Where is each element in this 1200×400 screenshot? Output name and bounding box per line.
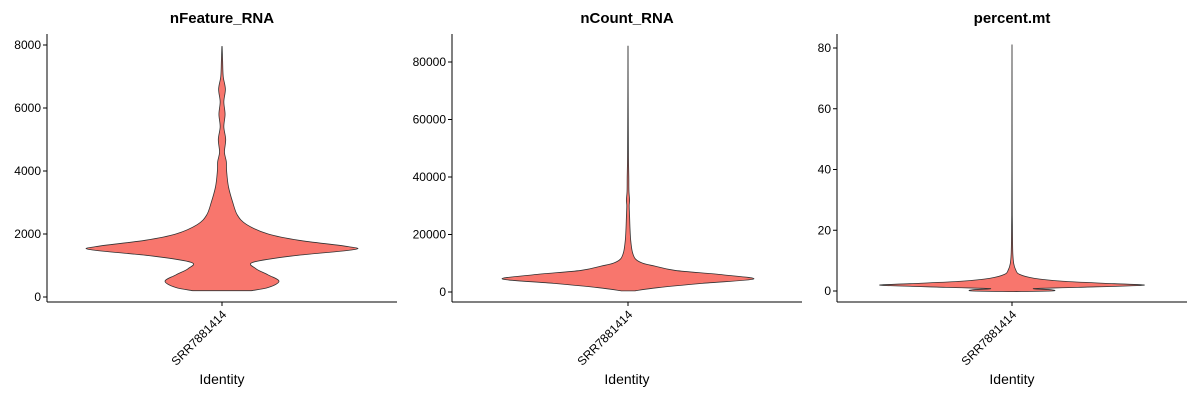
panel-percent-mt: percent.mt 0 20 40 60 80 SRR7881414 Identity bbox=[818, 10, 1187, 387]
y-ticks-nfeature-rna: 0 2000 4000 6000 8000 bbox=[14, 38, 47, 304]
panel-title-ncount-rna: nCount_RNA bbox=[580, 10, 673, 27]
y-tick-label-percent-mt: 80 bbox=[818, 41, 832, 55]
y-tick-label-nfeature-rna: 4000 bbox=[14, 164, 41, 178]
y-tick-label-nfeature-rna: 0 bbox=[34, 290, 41, 304]
y-tick-label-ncount-rna: 40000 bbox=[413, 170, 447, 184]
y-tick-label-ncount-rna: 0 bbox=[439, 285, 446, 299]
panel-title-nfeature-rna: nFeature_RNA bbox=[170, 10, 274, 27]
y-tick-label-ncount-rna: 80000 bbox=[413, 55, 447, 69]
x-axis-title-nfeature-rna: Identity bbox=[199, 371, 244, 387]
panel-nfeature-rna: nFeature_RNA 0 2000 4000 6000 8000 SRR788141… bbox=[14, 10, 397, 387]
x-axis-title-ncount-rna: Identity bbox=[604, 371, 649, 387]
violin-percent-mt bbox=[879, 44, 1145, 293]
x-tick-label-ncount-rna: SRR7881414 bbox=[575, 307, 636, 368]
x-tick-label-nfeature-rna: SRR7881414 bbox=[169, 307, 230, 368]
panel-title-percent-mt: percent.mt bbox=[974, 10, 1051, 27]
y-tick-label-ncount-rna: 60000 bbox=[413, 113, 447, 127]
y-tick-label-percent-mt: 0 bbox=[824, 284, 831, 298]
x-tick-label-percent-mt: SRR7881414 bbox=[959, 307, 1020, 368]
violin-nfeature-rna bbox=[85, 46, 359, 292]
y-tick-label-percent-mt: 40 bbox=[818, 163, 832, 177]
y-tick-label-percent-mt: 20 bbox=[818, 223, 832, 237]
violin-ncount-rna bbox=[501, 45, 755, 292]
y-ticks-percent-mt: 0 20 40 60 80 bbox=[818, 41, 837, 298]
x-axis-title-percent-mt: Identity bbox=[989, 371, 1034, 387]
y-ticks-ncount-rna: 0 20000 40000 60000 80000 bbox=[413, 55, 452, 299]
y-tick-label-ncount-rna: 20000 bbox=[413, 228, 447, 242]
y-tick-label-nfeature-rna: 8000 bbox=[14, 38, 41, 52]
y-tick-label-nfeature-rna: 2000 bbox=[14, 227, 41, 241]
y-tick-label-percent-mt: 60 bbox=[818, 102, 832, 116]
y-tick-label-nfeature-rna: 6000 bbox=[14, 101, 41, 115]
panel-ncount-rna: nCount_RNA 0 20000 40000 60000 80000 SRR7881… bbox=[413, 10, 802, 387]
